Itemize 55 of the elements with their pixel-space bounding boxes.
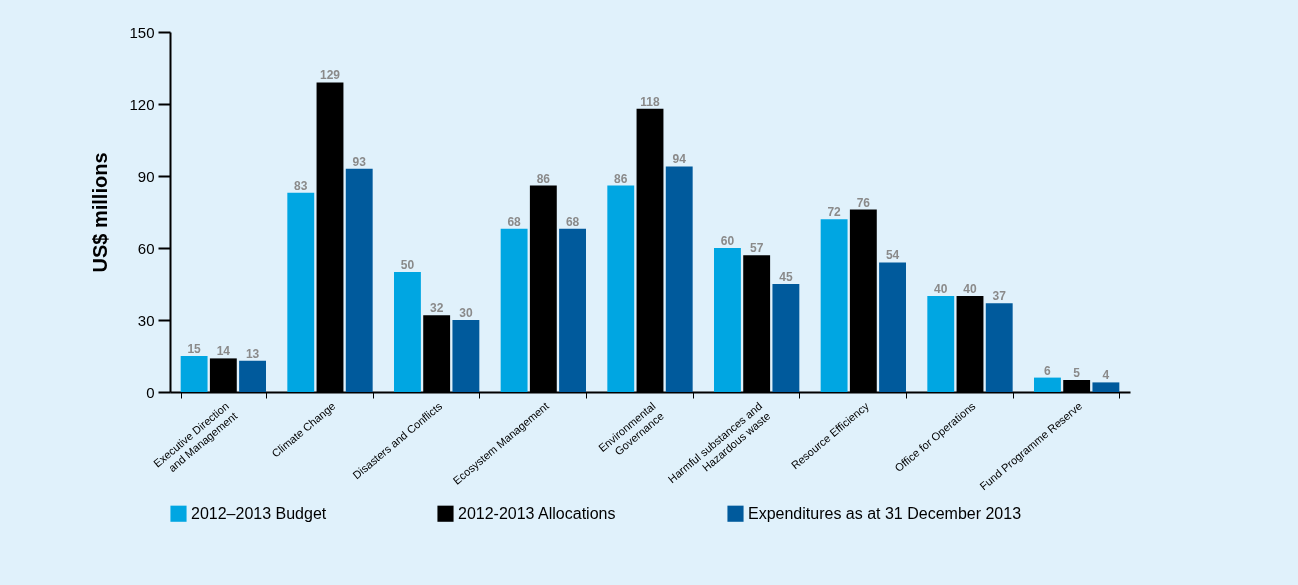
bar [1092,382,1120,392]
y-tick-label: 90 [137,167,155,185]
data-label: 40 [963,282,977,296]
bar [607,185,635,392]
bar [665,166,693,392]
data-label: 15 [187,342,202,356]
bar [879,262,906,392]
bar [287,192,315,392]
data-label: 13 [245,346,260,361]
data-label: 32 [429,301,444,316]
data-label: 93 [352,154,367,169]
bar [985,303,1013,392]
bar [452,320,480,392]
data-label: 68 [565,214,580,229]
data-label: 72 [827,205,842,220]
legend-label: Expenditures as at 31 December 2013 [748,504,1022,522]
data-label: 118 [640,94,661,109]
data-label: 37 [992,289,1007,304]
data-label: 129 [319,68,341,83]
y-tick-label: 60 [137,239,155,257]
bar [714,248,741,392]
legend-label: 2012–2013 Budget [191,504,327,522]
data-label: 4 [1102,368,1110,383]
legend-label: 2012-2013 Allocations [458,504,616,522]
data-label: 83 [294,178,308,193]
data-label: 5 [1073,366,1081,380]
data-label: 14 [216,344,231,359]
data-label: 50 [400,258,415,272]
bar [820,219,848,392]
y-tick-label: 150 [129,23,155,41]
data-label: 40 [934,282,948,296]
y-tick-label: 30 [137,311,155,329]
bar [559,228,586,392]
bar [772,284,800,392]
bar [500,228,528,392]
bar [180,356,208,392]
data-label: 6 [1044,363,1052,378]
bar [927,296,955,392]
data-label: 57 [749,241,764,256]
data-label: 45 [779,270,793,284]
bar [239,360,266,392]
y-tick-label: 120 [129,95,155,113]
data-label: 68 [507,214,522,229]
data-label: 54 [885,248,900,263]
data-label: 76 [856,195,871,210]
data-label: 94 [672,152,687,167]
data-label: 86 [536,171,551,186]
bar [345,168,373,392]
bar [1034,377,1061,392]
y-tick-label: 0 [146,383,155,401]
data-label: 60 [720,234,735,248]
y-axis-title: US$ millions [89,152,112,273]
data-label: 30 [459,306,473,320]
bar [394,272,421,392]
data-label: 86 [614,171,628,186]
